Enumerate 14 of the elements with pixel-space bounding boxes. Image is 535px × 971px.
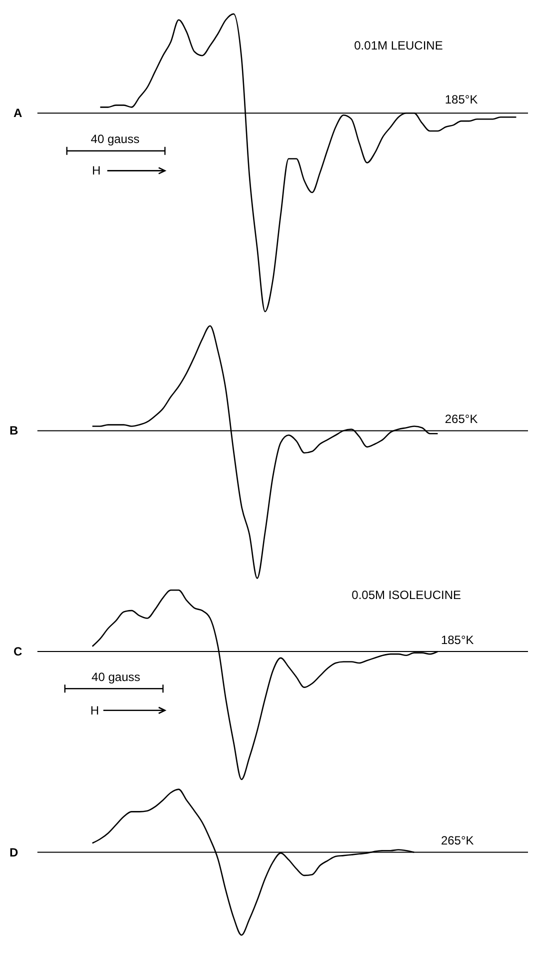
- text: B: [10, 424, 19, 438]
- text: 0.01M LEUCINE: [354, 38, 443, 53]
- annotation: 265°K: [440, 834, 474, 848]
- text: C: [13, 644, 22, 659]
- annotation: H: [92, 164, 101, 178]
- annotation: 185°K: [440, 633, 474, 648]
- chart-title: 0.05M ISOLEUCINE: [352, 588, 462, 602]
- text: A: [13, 106, 22, 120]
- annotation: 40 gauss: [92, 670, 140, 684]
- annotation: 265°K: [444, 412, 478, 426]
- annotation: 185°K: [444, 92, 478, 106]
- text: D: [10, 845, 19, 860]
- annotation: 40 gauss: [90, 132, 140, 146]
- annotation: H: [90, 703, 100, 718]
